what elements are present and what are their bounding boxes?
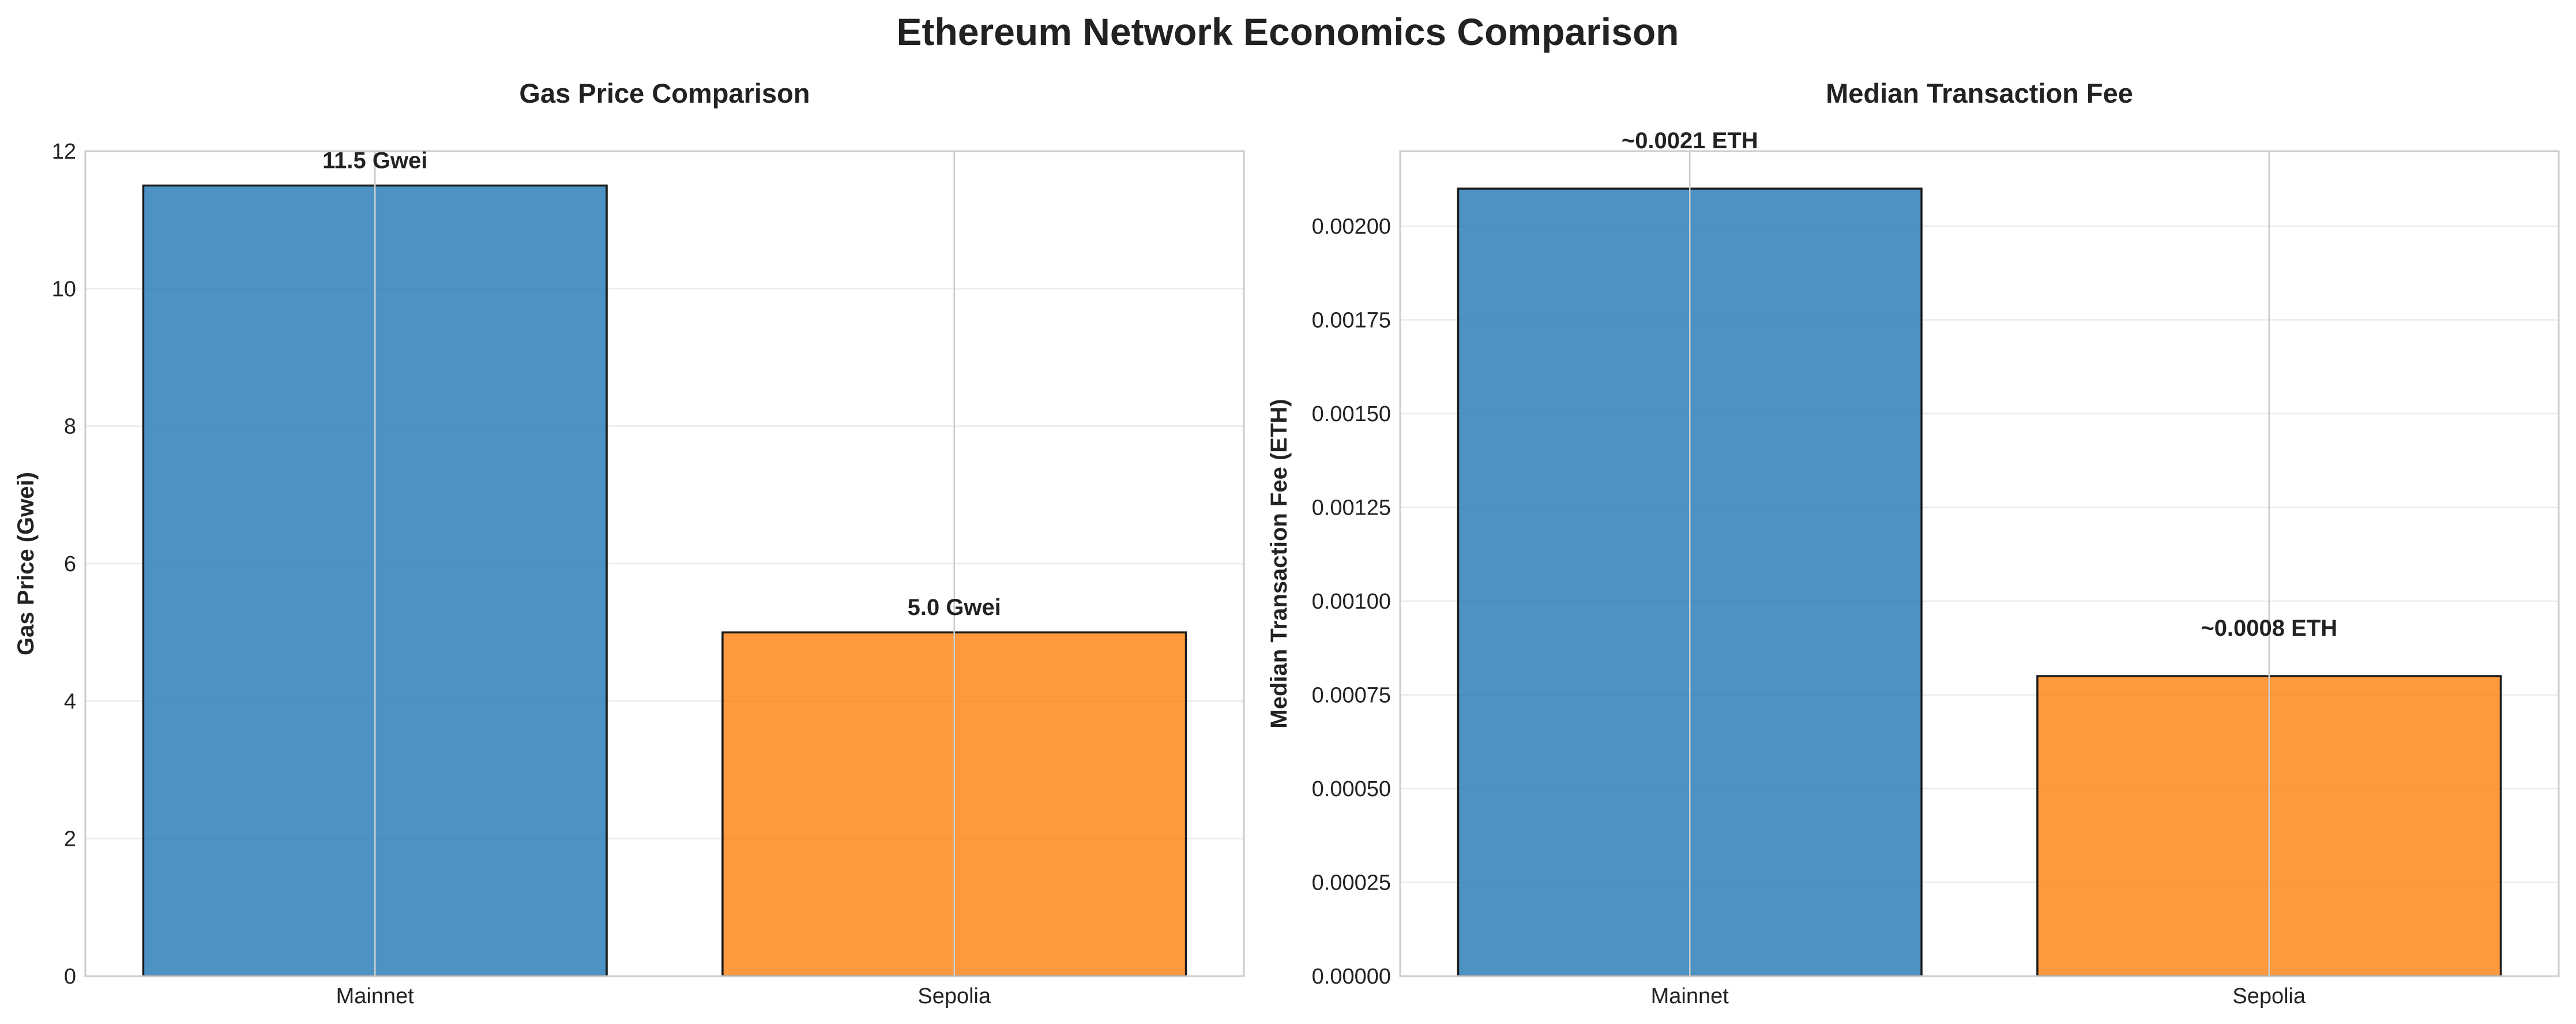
chart-title: Median Transaction Fee [1826,78,2133,108]
gas-price-chart: 0 2 4 6 8 10 12 Mainnet Sepolia 11.5 Gwei 5.0 Gwei… [13,78,1245,1008]
y-tick-label: 12 [52,140,76,164]
data-label: 11.5 Gwei [322,148,427,174]
data-label: 5.0 Gwei [908,595,1001,620]
y-tick-label: 4 [64,689,76,714]
y-axis-label: Median Transaction Fee (ETH) [1266,399,1292,728]
data-label: ~0.0008 ETH [2201,616,2337,641]
data-label: ~0.0021 ETH [1622,128,1758,153]
axes-frame [84,150,1245,977]
y-tick-label: 0.00125 [1312,496,1391,520]
y-tick-label: 0.00200 [1312,215,1391,239]
x-tick-label: Sepolia [917,984,991,1008]
y-tick-label: 0.00050 [1312,777,1391,801]
y-tick-label: 0.00075 [1312,684,1391,708]
x-tick-label: Mainnet [1651,984,1729,1008]
chart-title: Gas Price Comparison [519,78,810,108]
y-tick-label: 0.00025 [1312,871,1391,895]
x-tick-label: Sepolia [2232,984,2306,1008]
figure-title: Ethereum Network Economics Comparison [897,10,1679,53]
y-tick-label: 8 [64,415,76,439]
y-tick-label: 0.00175 [1312,309,1391,333]
y-axis-label: Gas Price (Gwei) [13,472,39,655]
y-tick-label: 0.00150 [1312,402,1391,426]
y-tick-label: 0 [64,965,76,989]
y-tick-label: 2 [64,827,76,852]
x-tick-label: Mainnet [336,984,415,1008]
axes-frame [1399,150,2560,977]
y-tick-label: 0.00000 [1312,965,1391,989]
transaction-fee-chart: 0.00000 0.00025 0.00050 0.00075 0.00100 0.001… [1266,78,2560,1008]
y-tick-label: 0.00100 [1312,590,1391,614]
y-tick-label: 10 [52,277,76,301]
y-tick-label: 6 [64,552,76,576]
